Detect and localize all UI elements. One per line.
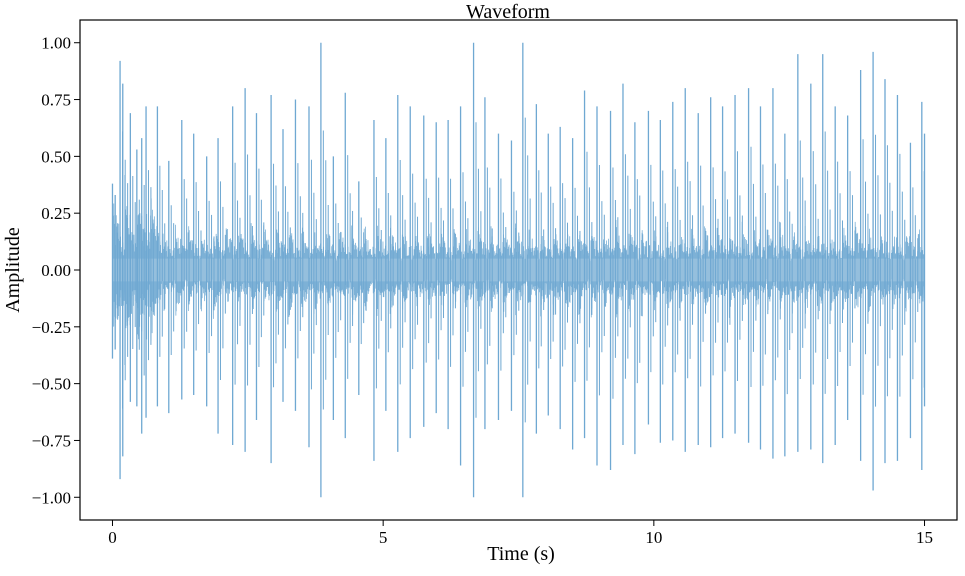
y-tick-label: −0.75 bbox=[32, 431, 71, 450]
y-tick-label: 0.00 bbox=[41, 261, 71, 280]
series-layer bbox=[111, 42, 926, 498]
chart-title: Waveform bbox=[466, 1, 550, 23]
y-tick-label: 0.75 bbox=[41, 91, 71, 110]
y-tick-label: −0.50 bbox=[32, 375, 71, 394]
x-tick-label: 5 bbox=[379, 528, 388, 547]
x-tick-label: 15 bbox=[916, 528, 933, 547]
y-axis-label: Amplitude bbox=[2, 227, 24, 313]
y-tick-label: 0.50 bbox=[41, 147, 71, 166]
x-tick-label: 10 bbox=[645, 528, 662, 547]
y-tick-label: −0.25 bbox=[32, 318, 71, 337]
x-tick-label: 0 bbox=[108, 528, 117, 547]
y-tick-label: 1.00 bbox=[41, 34, 71, 53]
y-tick-label: −1.00 bbox=[32, 488, 71, 507]
y-tick-label: 0.25 bbox=[41, 204, 71, 223]
axes-layer: 0 5 10 15 1.00 0.75 0.50 0.25 0.00 −0.25 −0.50 −0.7… bbox=[32, 19, 958, 547]
x-axis-label: Time (s) bbox=[487, 543, 555, 565]
